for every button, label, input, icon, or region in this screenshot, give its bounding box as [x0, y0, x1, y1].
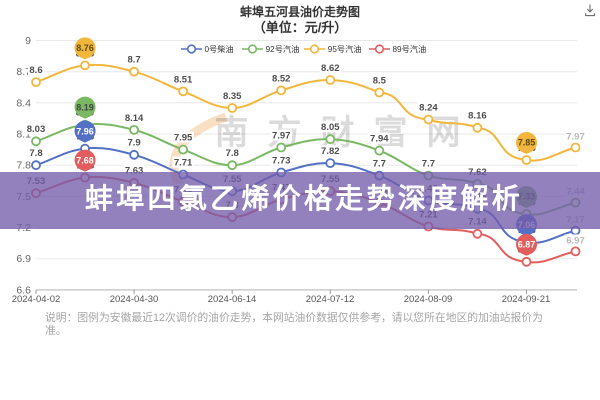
svg-text:8.05: 8.05 [321, 122, 340, 133]
svg-text:7.68: 7.68 [76, 155, 94, 165]
svg-text:8.5: 8.5 [373, 75, 387, 86]
svg-text:7.71: 7.71 [174, 157, 193, 168]
svg-text:7.8: 7.8 [16, 160, 31, 172]
svg-text:7.63: 7.63 [125, 166, 144, 177]
svg-text:8.6: 8.6 [29, 65, 42, 76]
svg-text:7.97: 7.97 [566, 131, 585, 142]
svg-text:8.76: 8.76 [76, 43, 94, 53]
svg-text:7.73: 7.73 [272, 155, 291, 166]
svg-text:6.87: 6.87 [518, 240, 536, 250]
svg-text:7.94: 7.94 [370, 134, 389, 145]
svg-text:7.85: 7.85 [518, 138, 536, 148]
svg-text:7.95: 7.95 [174, 133, 193, 144]
svg-text:8.4: 8.4 [16, 97, 31, 109]
svg-text:7.96: 7.96 [76, 126, 94, 136]
svg-text:9: 9 [25, 35, 31, 47]
svg-text:南方财富网: 南方财富网 [215, 113, 480, 152]
svg-text:8.62: 8.62 [321, 63, 340, 74]
svg-text:8.14: 8.14 [125, 113, 144, 124]
svg-text:8.24: 8.24 [419, 102, 438, 113]
svg-text:7.8: 7.8 [29, 148, 42, 159]
svg-text:6.97: 6.97 [566, 235, 585, 246]
svg-text:8.7: 8.7 [127, 55, 140, 66]
svg-text:8.51: 8.51 [174, 74, 193, 85]
svg-text:7.7: 7.7 [422, 159, 435, 170]
svg-text:7.82: 7.82 [321, 146, 340, 157]
svg-text:8.7: 8.7 [16, 66, 31, 78]
svg-text:6.6: 6.6 [16, 284, 31, 296]
svg-text:7.8: 7.8 [226, 148, 239, 159]
svg-text:8.19: 8.19 [76, 102, 94, 112]
svg-text:7.97: 7.97 [272, 130, 291, 141]
svg-text:8.16: 8.16 [468, 111, 487, 122]
svg-text:8.03: 8.03 [27, 124, 46, 135]
svg-text:6.9: 6.9 [16, 253, 31, 265]
svg-text:8.35: 8.35 [223, 91, 242, 102]
svg-text:7.9: 7.9 [127, 138, 140, 149]
svg-text:7.7: 7.7 [373, 159, 386, 170]
svg-text:8.52: 8.52 [272, 73, 291, 84]
